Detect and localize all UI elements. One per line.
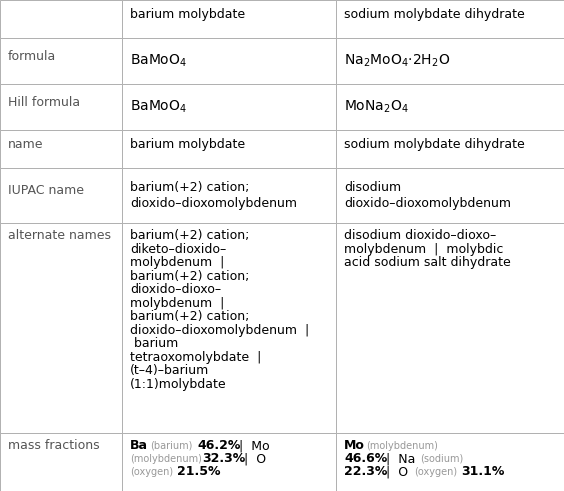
Text: sodium molybdate dihydrate: sodium molybdate dihydrate bbox=[344, 8, 525, 21]
Bar bbox=[336, 84, 564, 130]
Text: acid sodium salt dihydrate: acid sodium salt dihydrate bbox=[344, 256, 511, 269]
Bar bbox=[336, 0, 564, 38]
Bar bbox=[122, 168, 336, 223]
Text: disodium dioxido–dioxo–: disodium dioxido–dioxo– bbox=[344, 229, 496, 242]
Text: Ba: Ba bbox=[130, 439, 148, 452]
Text: (1:1)molybdate: (1:1)molybdate bbox=[130, 378, 227, 391]
Bar bbox=[0, 433, 122, 491]
Text: (sodium): (sodium) bbox=[420, 454, 463, 464]
Text: 31.1%: 31.1% bbox=[461, 465, 504, 478]
Text: dioxido–dioxomolybdenum: dioxido–dioxomolybdenum bbox=[130, 197, 297, 210]
Text: $\mathregular{MoNa_2O_4}$: $\mathregular{MoNa_2O_4}$ bbox=[344, 99, 409, 115]
Text: mass fractions: mass fractions bbox=[8, 439, 100, 452]
Bar bbox=[122, 433, 336, 491]
Text: name: name bbox=[8, 138, 43, 151]
Bar bbox=[0, 168, 122, 223]
Text: molybdenum  |: molybdenum | bbox=[130, 256, 224, 269]
Text: formula: formula bbox=[8, 50, 56, 63]
Bar bbox=[122, 84, 336, 130]
Text: sodium molybdate dihydrate: sodium molybdate dihydrate bbox=[344, 138, 525, 151]
Text: (molybdenum): (molybdenum) bbox=[130, 454, 202, 464]
Bar bbox=[0, 38, 122, 84]
Text: disodium: disodium bbox=[344, 181, 401, 194]
Text: (oxygen): (oxygen) bbox=[414, 467, 457, 477]
Bar bbox=[122, 0, 336, 38]
Text: 22.3%: 22.3% bbox=[344, 465, 387, 478]
Text: Mo: Mo bbox=[344, 439, 365, 452]
Bar bbox=[336, 38, 564, 84]
Bar bbox=[122, 223, 336, 433]
Text: barium(+2) cation;: barium(+2) cation; bbox=[130, 310, 249, 323]
Bar bbox=[0, 84, 122, 130]
Text: $\mathregular{BaMoO_4}$: $\mathregular{BaMoO_4}$ bbox=[130, 99, 187, 115]
Text: barium molybdate: barium molybdate bbox=[130, 138, 245, 151]
Bar bbox=[336, 168, 564, 223]
Text: $\mathregular{BaMoO_4}$: $\mathregular{BaMoO_4}$ bbox=[130, 53, 187, 69]
Bar bbox=[122, 130, 336, 168]
Text: diketo–dioxido–: diketo–dioxido– bbox=[130, 243, 226, 256]
Text: barium(+2) cation;: barium(+2) cation; bbox=[130, 270, 249, 283]
Bar bbox=[336, 130, 564, 168]
Text: 21.5%: 21.5% bbox=[177, 465, 221, 478]
Text: 46.2%: 46.2% bbox=[197, 439, 240, 452]
Text: Hill formula: Hill formula bbox=[8, 96, 80, 109]
Text: |  Na: | Na bbox=[382, 452, 415, 465]
Bar bbox=[0, 130, 122, 168]
Bar bbox=[336, 433, 564, 491]
Bar bbox=[336, 223, 564, 433]
Bar bbox=[122, 38, 336, 84]
Text: dioxido–dioxo–: dioxido–dioxo– bbox=[130, 283, 221, 296]
Text: |  O: | O bbox=[382, 465, 408, 478]
Text: (barium): (barium) bbox=[150, 441, 192, 451]
Text: |  O: | O bbox=[240, 452, 266, 465]
Text: molybdenum  |  molybdic: molybdenum | molybdic bbox=[344, 243, 504, 256]
Text: 32.3%: 32.3% bbox=[202, 452, 245, 465]
Text: dioxido–dioxomolybdenum: dioxido–dioxomolybdenum bbox=[344, 197, 511, 210]
Text: molybdenum  |: molybdenum | bbox=[130, 297, 224, 310]
Text: |  Mo: | Mo bbox=[235, 439, 270, 452]
Text: $\mathregular{Na_2MoO_4}$·$\mathregular{2H_2O}$: $\mathregular{Na_2MoO_4}$·$\mathregular{… bbox=[344, 53, 450, 69]
Text: barium: barium bbox=[130, 337, 178, 350]
Text: alternate names: alternate names bbox=[8, 229, 111, 242]
Text: (oxygen): (oxygen) bbox=[130, 467, 173, 477]
Bar bbox=[0, 0, 122, 38]
Text: dioxido–dioxomolybdenum  |: dioxido–dioxomolybdenum | bbox=[130, 324, 309, 337]
Text: (molybdenum): (molybdenum) bbox=[366, 441, 438, 451]
Text: (t–4)–barium: (t–4)–barium bbox=[130, 364, 209, 377]
Text: barium(+2) cation;: barium(+2) cation; bbox=[130, 229, 249, 242]
Text: IUPAC name: IUPAC name bbox=[8, 184, 84, 197]
Text: barium molybdate: barium molybdate bbox=[130, 8, 245, 21]
Text: 46.6%: 46.6% bbox=[344, 452, 387, 465]
Bar bbox=[0, 223, 122, 433]
Text: barium(+2) cation;: barium(+2) cation; bbox=[130, 181, 249, 194]
Text: tetraoxomolybdate  |: tetraoxomolybdate | bbox=[130, 351, 261, 364]
